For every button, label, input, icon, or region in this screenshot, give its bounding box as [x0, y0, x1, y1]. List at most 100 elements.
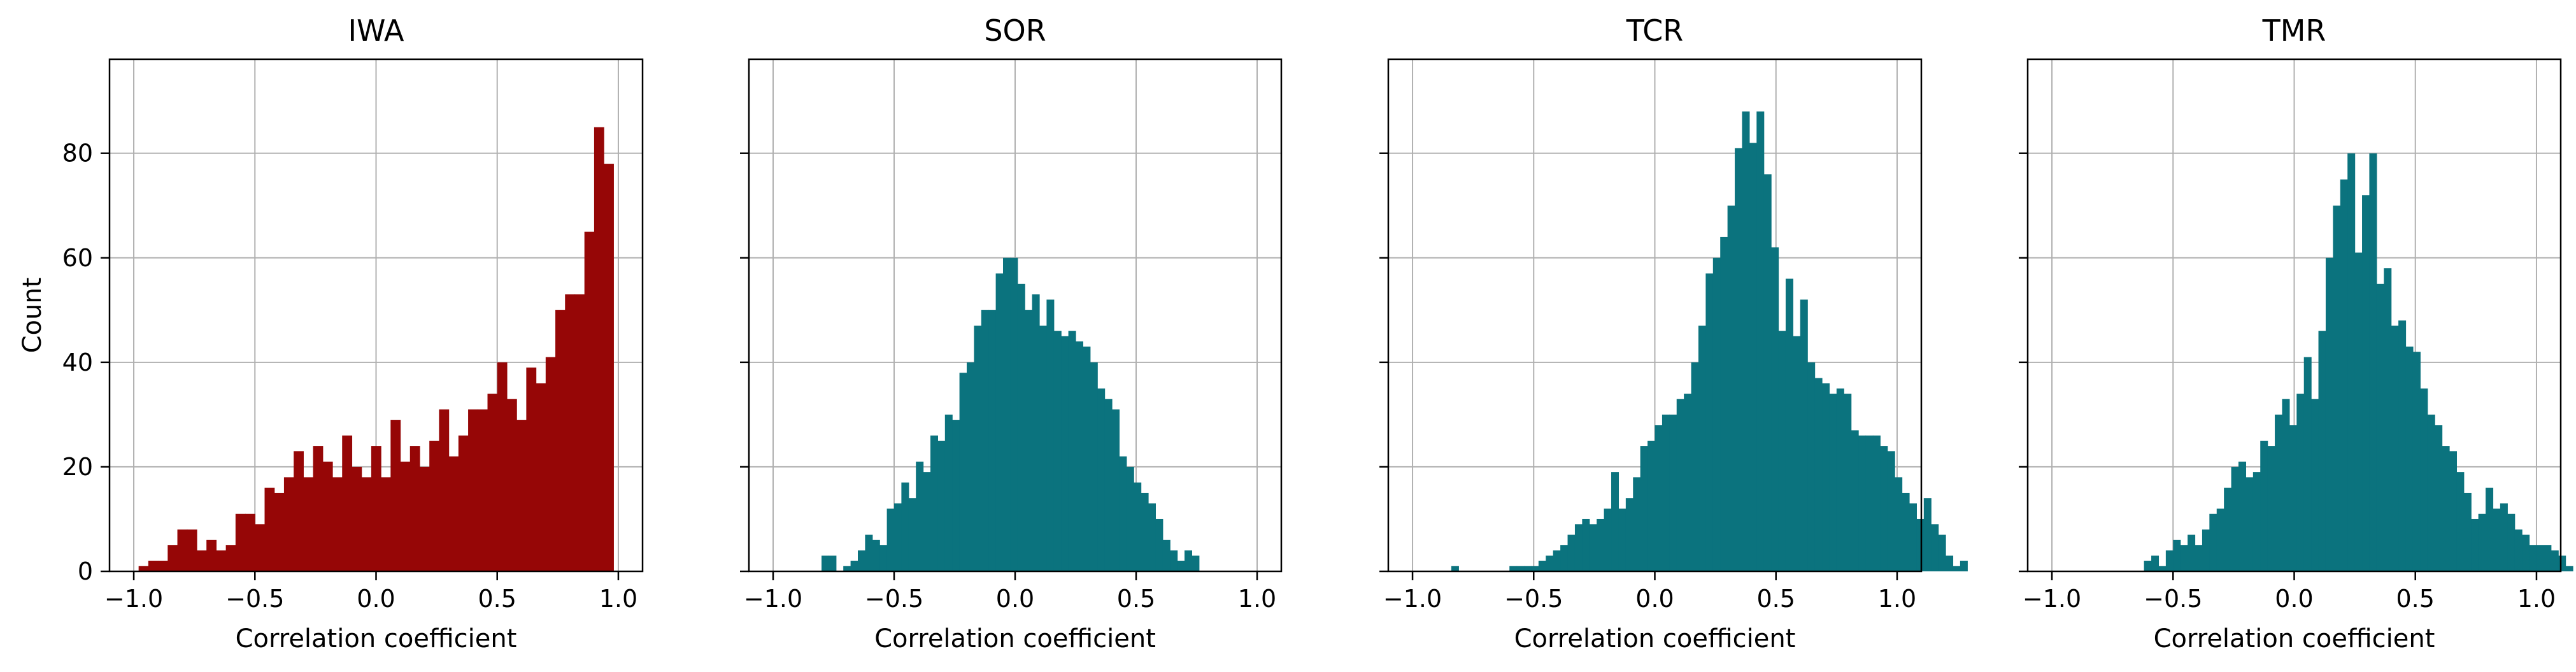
- histogram-bar: [1516, 566, 1525, 571]
- histogram-bar: [2188, 534, 2196, 571]
- histogram-bar: [2384, 268, 2392, 571]
- histogram-bar: [1814, 378, 1823, 571]
- histogram-bar: [930, 435, 938, 571]
- histogram-bar: [1112, 409, 1120, 571]
- histogram-bar: [565, 294, 576, 571]
- histogram-bar: [439, 409, 450, 571]
- histogram-bar: [916, 461, 924, 571]
- histogram-bar: [604, 164, 614, 571]
- histogram-bar: [2507, 513, 2516, 571]
- histogram-bar: [1771, 247, 1779, 571]
- x-tick-label: 0.5: [1117, 585, 1155, 613]
- histogram-bar: [1858, 435, 1867, 571]
- histogram-bar: [2238, 461, 2247, 571]
- panel-tcr: −1.0 −0.5 0.0 0.5 1.0 TCR Correlation coeffici…: [1379, 13, 1968, 654]
- histogram-bar: [2442, 446, 2450, 571]
- histogram-bar: [448, 456, 459, 571]
- histogram-bar: [2463, 492, 2472, 571]
- histogram-bar: [294, 451, 304, 571]
- x-axis-label: Correlation coefficient: [874, 624, 1156, 654]
- histogram-bar: [400, 461, 411, 571]
- histogram-bar: [1662, 414, 1670, 571]
- histogram-bar: [1560, 545, 1569, 571]
- panel-title: SOR: [984, 13, 1046, 48]
- histogram-bar: [2471, 518, 2479, 571]
- x-tick-label: 1.0: [1878, 585, 1916, 613]
- histogram-bar: [1676, 399, 1684, 571]
- panel-sor: −1.0 −0.5 0.0 0.5 1.0 SOR Correlation coeffici…: [740, 13, 1283, 654]
- histogram-bar: [952, 420, 960, 571]
- histogram-bar: [2173, 540, 2181, 571]
- histogram-bar: [1749, 143, 1757, 571]
- histogram-bar: [497, 362, 508, 571]
- histogram-bar: [1177, 561, 1185, 571]
- histogram-bar: [1155, 518, 1163, 571]
- histogram-bar: [2282, 399, 2290, 571]
- histogram-bar: [923, 472, 931, 571]
- histogram-bar: [1836, 388, 1844, 571]
- histogram-bar: [2514, 529, 2523, 571]
- histogram-bar: [594, 127, 604, 571]
- histogram-bar: [2427, 414, 2435, 571]
- histogram-bar: [2478, 513, 2486, 571]
- histogram-bar: [1003, 257, 1011, 571]
- x-tick-label: −1.0: [104, 585, 163, 613]
- y-tick-label: 80: [62, 139, 93, 168]
- histogram-bar: [2398, 320, 2407, 571]
- histogram-bar: [1735, 148, 1743, 572]
- histogram-bar: [283, 477, 294, 571]
- histogram-bar: [1909, 503, 1917, 571]
- histogram-bar: [1068, 331, 1076, 571]
- histogram-bar: [1938, 534, 1946, 571]
- histogram-bar: [2311, 399, 2319, 571]
- histogram-bar: [274, 492, 285, 571]
- histogram-bar: [1778, 331, 1786, 571]
- histogram-bar: [313, 446, 324, 571]
- histogram-bar: [2435, 425, 2443, 571]
- histogram-bar: [2500, 503, 2508, 571]
- histogram-bar: [2216, 508, 2224, 571]
- histogram-bar: [1669, 414, 1677, 571]
- histogram-bar: [1553, 550, 1561, 571]
- histogram-bar: [1509, 566, 1518, 571]
- histogram-bar: [872, 540, 880, 571]
- histogram-bar: [1931, 524, 1939, 571]
- panel-title: IWA: [348, 13, 404, 48]
- histogram-bar: [2165, 550, 2174, 571]
- histogram-bar: [206, 540, 217, 571]
- histogram-bar: [138, 566, 149, 571]
- x-tick-label: −0.5: [865, 585, 923, 613]
- histogram-bar: [536, 383, 546, 571]
- histogram-bar: [1691, 362, 1699, 571]
- histogram-bar: [478, 409, 488, 571]
- y-tick-label: 0: [78, 557, 93, 585]
- histogram-bar: [2289, 425, 2297, 571]
- x-tick-label: 1.0: [599, 585, 637, 613]
- histogram-bar: [1134, 482, 1142, 571]
- histogram-bar: [2369, 153, 2377, 571]
- histogram-bar: [843, 566, 851, 571]
- histogram-bar: [1141, 492, 1149, 571]
- histogram-bar: [177, 529, 188, 571]
- x-tick-label: −1.0: [2023, 585, 2081, 613]
- histogram-bar: [2151, 555, 2160, 571]
- histogram-bar: [1083, 347, 1091, 571]
- histogram-bar: [1763, 174, 1772, 571]
- histogram-bar: [235, 513, 246, 571]
- histogram-bar: [944, 414, 953, 571]
- histogram-bar: [967, 362, 974, 571]
- histogram-bar: [2144, 561, 2152, 571]
- histogram-bar: [1582, 518, 1590, 571]
- histogram-bar: [2260, 440, 2268, 571]
- histogram-bar: [1046, 299, 1055, 571]
- histogram-bar: [1916, 518, 1925, 571]
- histogram-bar: [2224, 487, 2232, 571]
- histogram-bar: [1742, 111, 1750, 571]
- histogram-bar: [216, 550, 227, 571]
- histogram-bar: [2333, 205, 2341, 571]
- x-tick-label: 1.0: [2517, 585, 2556, 613]
- histogram-bar: [381, 477, 391, 571]
- histogram-bar: [1727, 205, 1735, 571]
- histogram-bar: [988, 310, 997, 571]
- histogram-bar: [2362, 195, 2370, 571]
